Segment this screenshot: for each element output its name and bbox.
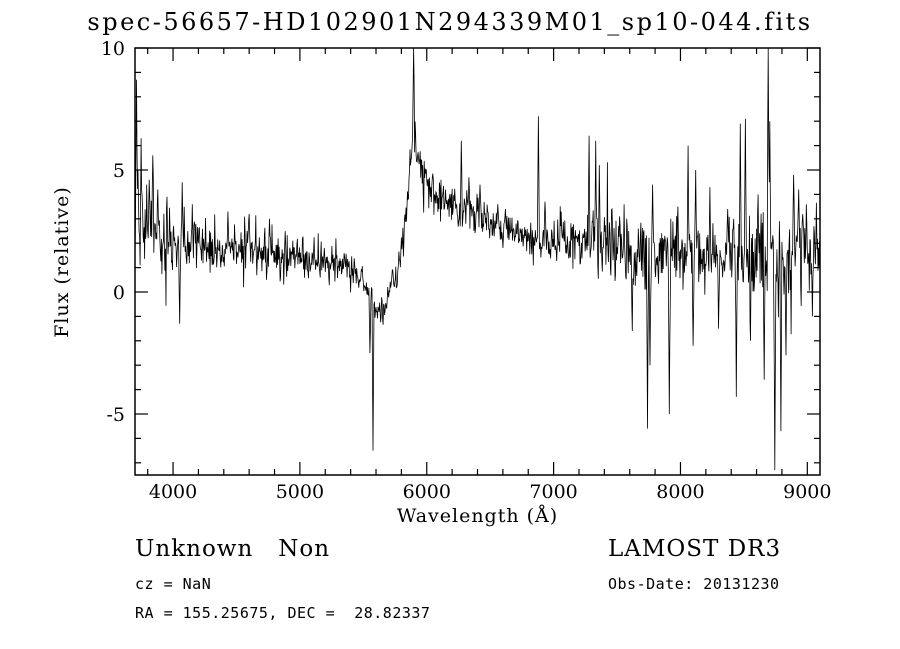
y-tick-label: 0 — [113, 282, 125, 304]
spectrum-plot: 4000 5000 6000 7000 8000 9000 -5 0 5 10 — [101, 38, 832, 503]
y-tick-label: 10 — [101, 38, 125, 60]
x-tick-label: 6000 — [403, 481, 451, 503]
plot-title: spec-56657-HD102901N294339M01_sp10-044.f… — [87, 8, 813, 36]
x-tick-label: 5000 — [276, 481, 324, 503]
ra-dec-label: RA = 155.25675, DEC = 28.82337 — [135, 604, 431, 622]
spectrum-flux — [135, 48, 820, 471]
x-axis-label: Wavelength (Å) — [396, 505, 559, 527]
x-tick-label: 9000 — [783, 481, 831, 503]
y-tick-label: 5 — [113, 160, 125, 182]
x-tick-label: 4000 — [149, 481, 197, 503]
x-tick-label: 8000 — [656, 481, 704, 503]
obs-date-label: Obs-Date: 20131230 — [608, 575, 780, 593]
cz-value-label: cz = NaN — [135, 575, 212, 593]
y-tick-label: -5 — [106, 404, 125, 426]
object-class-label: Unknown Non — [135, 536, 331, 562]
y-axis-label: Flux (relative) — [51, 186, 73, 338]
x-tick-label: 7000 — [529, 481, 577, 503]
survey-label: LAMOST DR3 — [608, 536, 782, 562]
